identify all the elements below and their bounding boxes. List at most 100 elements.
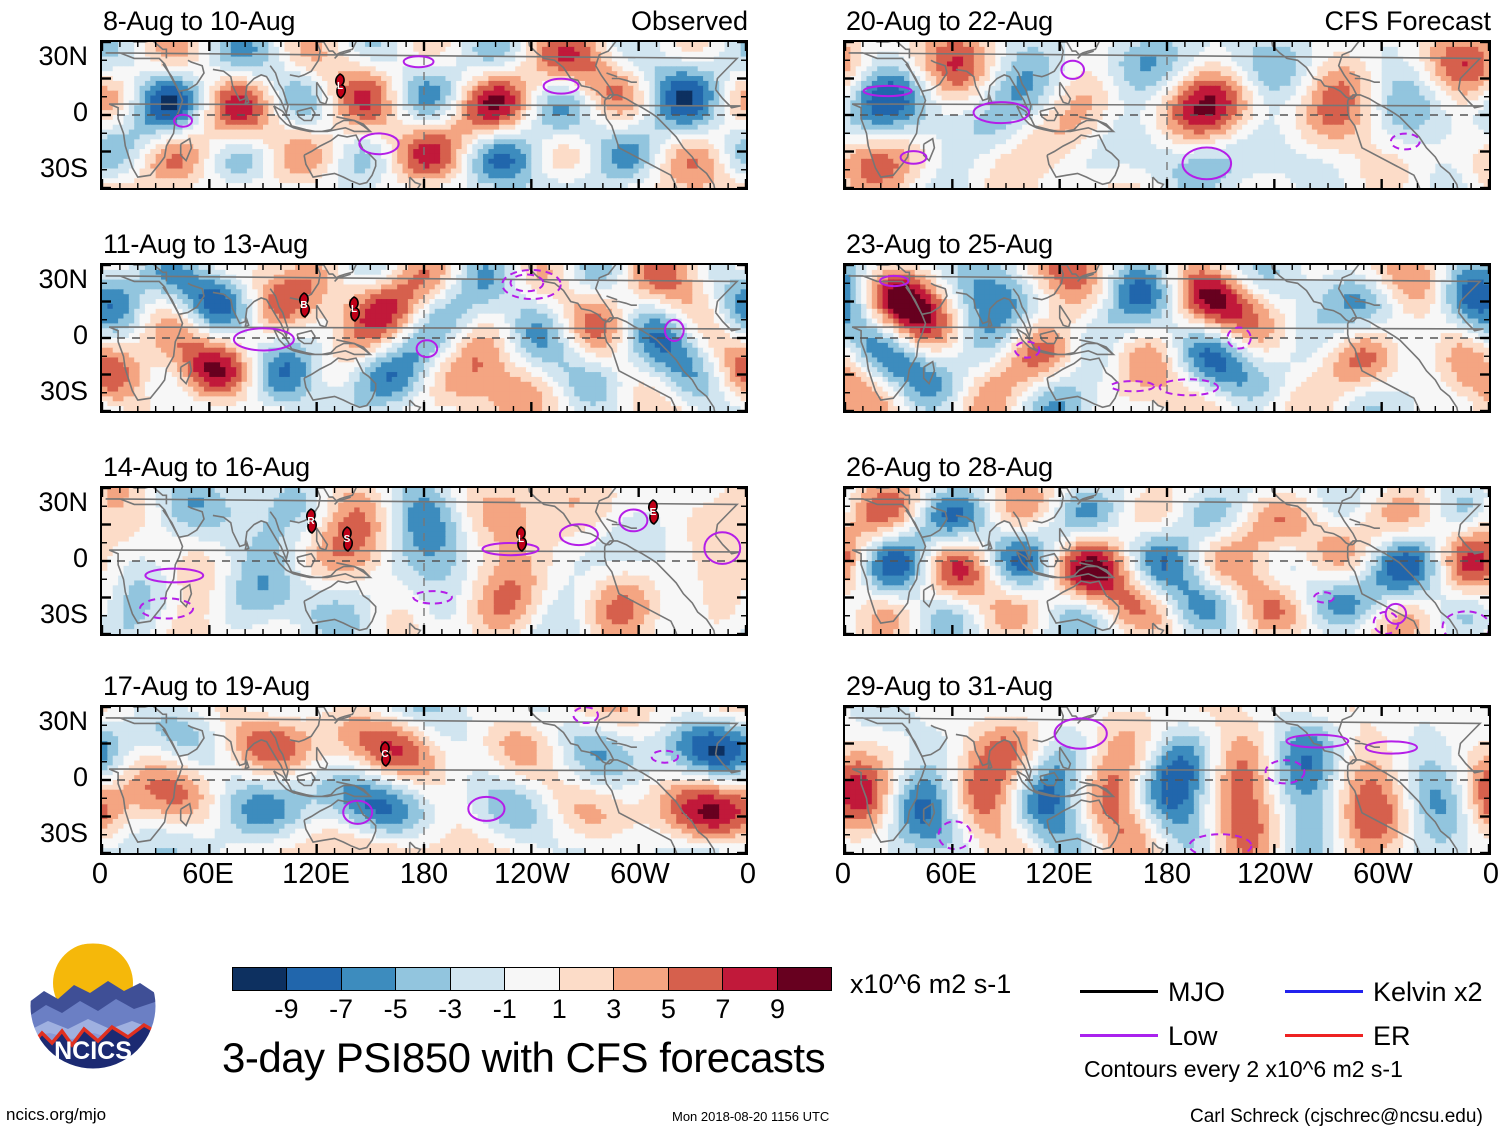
colorbar-swatch-8[interactable] bbox=[667, 968, 723, 990]
map-field bbox=[102, 265, 746, 411]
storm-icon: R bbox=[306, 507, 318, 534]
xlabel-120w-col1: 120W bbox=[482, 858, 582, 891]
legend-label-mjo: MJO bbox=[1168, 977, 1225, 1008]
xlabel-120e-col1: 120E bbox=[266, 858, 366, 891]
colorbar-swatch-4[interactable] bbox=[449, 968, 505, 990]
legend-line-kelvin-x2 bbox=[1285, 990, 1363, 993]
colorbar-tick-1: 1 bbox=[529, 994, 589, 1025]
colorbar-swatch-10[interactable] bbox=[776, 968, 831, 990]
ncics-logo-icon: NCICS bbox=[29, 942, 157, 1070]
map-field bbox=[102, 488, 746, 634]
map-field bbox=[102, 707, 746, 853]
ylabel-30n-row4: 30N bbox=[0, 706, 88, 737]
coastlines bbox=[105, 42, 741, 188]
colorbar-swatch-1[interactable] bbox=[286, 968, 341, 990]
legend-label-low: Low bbox=[1168, 1021, 1218, 1052]
low-contours bbox=[1313, 591, 1489, 634]
ylabel-30s-row1: 30S bbox=[0, 153, 88, 184]
colorbar-tick-neg7: -7 bbox=[311, 994, 371, 1025]
colorbar-swatch-2[interactable] bbox=[340, 968, 396, 990]
xlabel-120e-col2: 120E bbox=[1009, 858, 1109, 891]
low-contours bbox=[342, 707, 679, 825]
low-contours bbox=[862, 59, 1421, 181]
legend-line-er bbox=[1285, 1034, 1363, 1037]
storm-marker-e[interactable]: E bbox=[643, 498, 663, 525]
panel-obs-4[interactable] bbox=[100, 705, 748, 855]
coastlines bbox=[848, 265, 1484, 411]
legend-line-mjo bbox=[1080, 990, 1158, 993]
colorbar-tick-9: 9 bbox=[747, 994, 807, 1025]
ylabel-30n-row1: 30N bbox=[0, 41, 88, 72]
contour-note: Contours every 2 x10^6 m2 s-1 bbox=[1084, 1056, 1403, 1083]
panel-obs-3[interactable] bbox=[100, 486, 748, 636]
colorbar-tick-3: 3 bbox=[584, 994, 644, 1025]
low-contours bbox=[879, 274, 1252, 397]
colorbar-swatch-0[interactable] bbox=[233, 968, 287, 990]
panel-obs-2-title: 11-Aug to 13-Aug bbox=[103, 229, 308, 260]
ylabel-0-row3: 0 bbox=[0, 543, 88, 574]
storm-marker-c[interactable]: C bbox=[375, 741, 395, 768]
storm-icon: L bbox=[334, 72, 346, 99]
colorbar-swatch-7[interactable] bbox=[613, 968, 668, 990]
colorbar-swatch-3[interactable] bbox=[395, 968, 450, 990]
panel-fcst-3-title: 26-Aug to 28-Aug bbox=[846, 452, 1053, 483]
legend-label-er: ER bbox=[1373, 1021, 1411, 1052]
storm-marker-l[interactable]: L bbox=[344, 295, 364, 322]
panel-obs-1[interactable] bbox=[100, 40, 748, 190]
xlabel-60e-col1: 60E bbox=[158, 858, 258, 891]
colorbar-tick-neg9: -9 bbox=[257, 994, 317, 1025]
ylabel-30n-row2: 30N bbox=[0, 264, 88, 295]
colorbar-tick-neg5: -5 bbox=[366, 994, 426, 1025]
low-contours bbox=[937, 717, 1419, 853]
main-title: 3-day PSI850 with CFS forecasts bbox=[222, 1034, 826, 1082]
xlabel-0-col1: 0 bbox=[50, 858, 150, 891]
storm-marker-l[interactable]: L bbox=[511, 526, 531, 553]
colorbar-tick-7: 7 bbox=[693, 994, 753, 1025]
xlabel-180-col1: 180 bbox=[374, 858, 474, 891]
colorbar[interactable] bbox=[232, 967, 832, 991]
storm-marker-b[interactable]: B bbox=[294, 292, 314, 319]
storm-marker-s[interactable]: S bbox=[337, 526, 357, 553]
ylabel-30n-row3: 30N bbox=[0, 487, 88, 518]
storm-icon: E bbox=[647, 498, 660, 525]
footer-timestamp: Mon 2018-08-20 1156 UTC bbox=[672, 1109, 829, 1124]
legend-line-low bbox=[1080, 1034, 1158, 1037]
footer-author: Carl Schreck (cjschrec@ncsu.edu) bbox=[1190, 1106, 1483, 1128]
ylabel-0-row4: 0 bbox=[0, 762, 88, 793]
ylabel-30s-row4: 30S bbox=[0, 818, 88, 849]
panel-fcst-1[interactable] bbox=[843, 40, 1491, 190]
panel-fcst-4[interactable] bbox=[843, 705, 1491, 855]
panel-obs-2[interactable] bbox=[100, 263, 748, 413]
colorbar-tick-neg1: -1 bbox=[475, 994, 535, 1025]
panel-fcst-3[interactable] bbox=[843, 486, 1491, 636]
colorbar-swatch-5[interactable] bbox=[504, 968, 559, 990]
colorbar-swatch-6[interactable] bbox=[558, 968, 614, 990]
map-field bbox=[845, 488, 1489, 634]
storm-marker-l[interactable]: L bbox=[330, 72, 350, 99]
storm-marker-r[interactable]: R bbox=[301, 507, 321, 534]
map-field bbox=[845, 265, 1489, 411]
panel-obs-4-title: 17-Aug to 19-Aug bbox=[103, 671, 310, 702]
xlabel-60w-col1: 60W bbox=[590, 858, 690, 891]
svg-text:L: L bbox=[337, 81, 343, 92]
coastlines bbox=[105, 488, 741, 634]
ylabel-0-row2: 0 bbox=[0, 320, 88, 351]
panel-fcst-1-title: 20-Aug to 22-Aug bbox=[846, 6, 1053, 37]
xlabel-60e-col2: 60E bbox=[901, 858, 1001, 891]
xlabel-120w-col2: 120W bbox=[1225, 858, 1325, 891]
storm-icon: C bbox=[379, 741, 391, 768]
panel-fcst-2[interactable] bbox=[843, 263, 1491, 413]
xlabel-0-col2: 0 bbox=[1441, 858, 1510, 891]
forecast-column-label: CFS Forecast bbox=[843, 6, 1491, 37]
ylabel-0-row1: 0 bbox=[0, 97, 88, 128]
panel-obs-1-title: 8-Aug to 10-Aug bbox=[103, 6, 295, 37]
logo-url-text[interactable]: ncics.org/mjo bbox=[6, 1105, 106, 1125]
panel-fcst-4-title: 29-Aug to 31-Aug bbox=[846, 671, 1053, 702]
coastlines bbox=[105, 265, 741, 411]
coastlines bbox=[105, 707, 741, 853]
ncics-logo[interactable]: NCICS bbox=[28, 941, 158, 1071]
colorbar-swatch-9[interactable] bbox=[722, 968, 777, 990]
storm-icon: L bbox=[349, 295, 361, 322]
xlabel-0-col2: 0 bbox=[793, 858, 893, 891]
xlabel-0-col1: 0 bbox=[698, 858, 798, 891]
